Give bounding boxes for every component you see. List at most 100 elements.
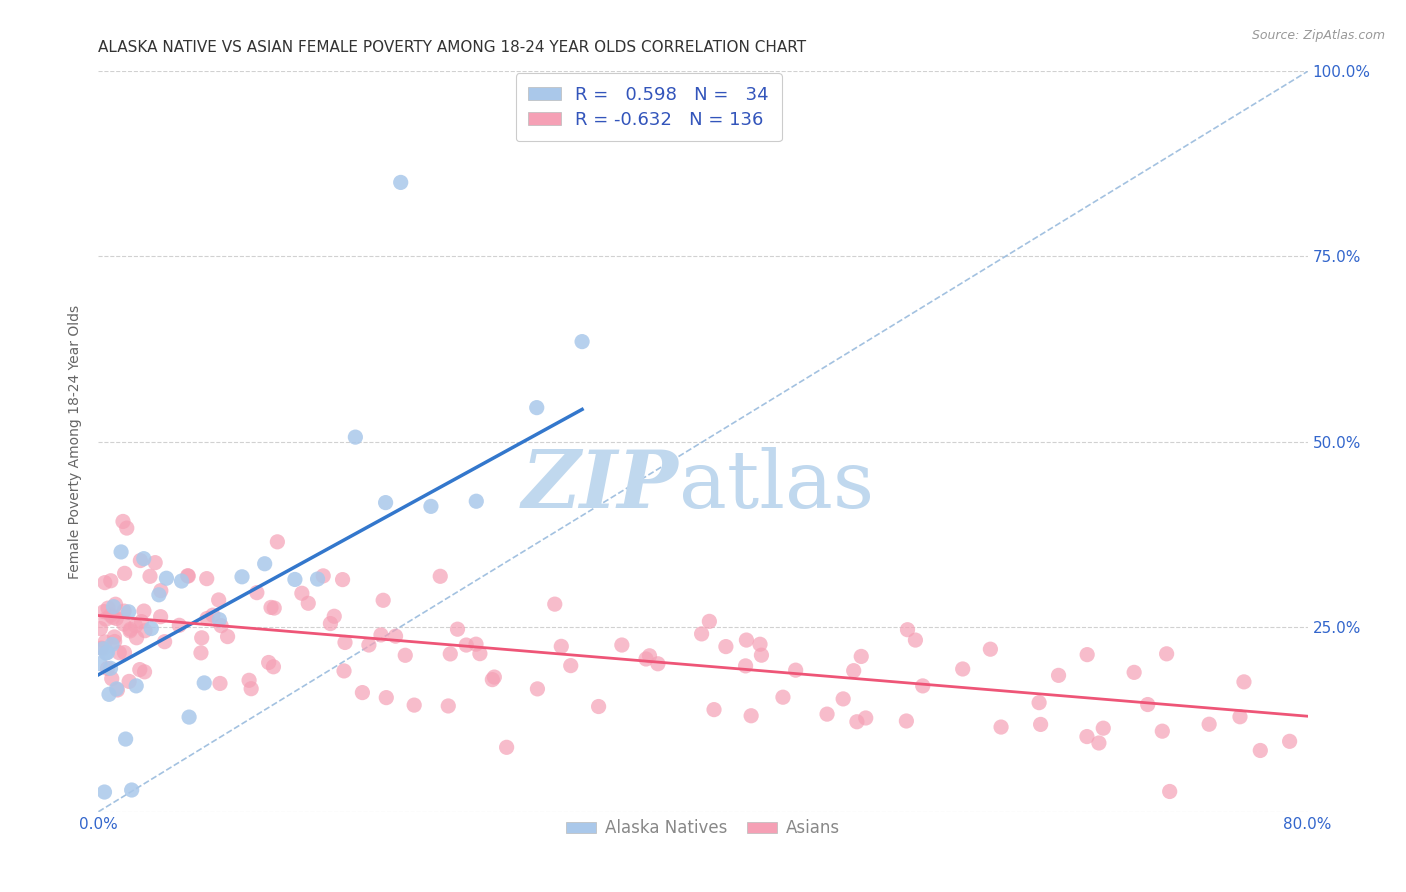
Point [195,572,218,586]
Point [352,685,374,699]
Point [1029,717,1052,731]
Point [319,616,342,631]
Point [176,568,198,582]
Point [1229,710,1251,724]
Point [560,658,582,673]
Point [94,575,117,590]
Point [125,631,148,645]
Point [1278,734,1301,748]
Point [911,679,934,693]
Point [446,622,468,636]
Point [101,610,124,624]
Point [437,698,460,713]
Point [370,628,392,642]
Point [94,646,117,660]
Point [638,648,661,663]
Point [896,714,918,728]
Point [610,638,633,652]
Point [1156,647,1178,661]
Point [132,551,155,566]
Point [179,710,201,724]
Point [105,611,128,625]
Title: ALASKA NATIVE VS ASIAN FEMALE POVERTY AMONG 18-24 YEAR OLDS CORRELATION CHART: ALASKA NATIVE VS ASIAN FEMALE POVERTY AM… [98,40,807,55]
Point [112,604,135,618]
Legend: Alaska Natives, Asians: Alaska Natives, Asians [560,813,846,844]
Point [104,597,127,611]
Point [134,665,156,679]
Point [190,646,212,660]
Point [896,623,918,637]
Point [734,659,756,673]
Point [832,692,855,706]
Point [312,569,335,583]
Point [125,679,148,693]
Point [96,661,118,675]
Point [1076,730,1098,744]
Point [98,687,121,701]
Point [141,622,163,636]
Point [97,601,120,615]
Point [105,681,128,696]
Point [404,698,426,712]
Text: ZIP: ZIP [522,447,679,524]
Point [979,642,1001,657]
Point [384,629,406,643]
Point [714,640,737,654]
Point [526,681,548,696]
Point [96,645,118,659]
Point [238,673,260,688]
Point [842,664,865,678]
Y-axis label: Female Poverty Among 18-24 Year Olds: Female Poverty Among 18-24 Year Olds [69,304,83,579]
Point [240,681,263,696]
Point [208,613,231,627]
Point [332,573,354,587]
Point [100,661,122,675]
Point [90,641,112,656]
Point [266,534,288,549]
Point [121,783,143,797]
Point [169,618,191,632]
Point [333,664,356,678]
Point [465,494,488,508]
Point [291,586,314,600]
Point [257,656,280,670]
Point [845,714,868,729]
Point [375,690,398,705]
Point [118,605,141,619]
Point [1123,665,1146,680]
Point [217,630,239,644]
Point [263,601,285,615]
Point [740,708,762,723]
Point [990,720,1012,734]
Point [153,634,176,648]
Point [201,608,224,623]
Point [284,573,307,587]
Point [195,611,218,625]
Point [571,334,593,349]
Point [262,660,284,674]
Point [785,663,807,677]
Point [735,633,758,648]
Point [429,569,451,583]
Point [149,583,172,598]
Point [484,670,506,684]
Point [170,574,193,588]
Point [481,673,503,687]
Point [94,635,117,649]
Point [89,657,111,671]
Point [699,615,721,629]
Point [155,571,177,585]
Point [344,430,367,444]
Point [103,599,125,614]
Point [128,663,150,677]
Point [89,622,111,636]
Point [690,627,713,641]
Point [588,699,610,714]
Point [246,585,269,599]
Point [208,676,231,690]
Point [1249,743,1271,757]
Point [134,624,156,638]
Text: atlas: atlas [679,447,875,525]
Point [465,637,488,651]
Point [103,630,125,644]
